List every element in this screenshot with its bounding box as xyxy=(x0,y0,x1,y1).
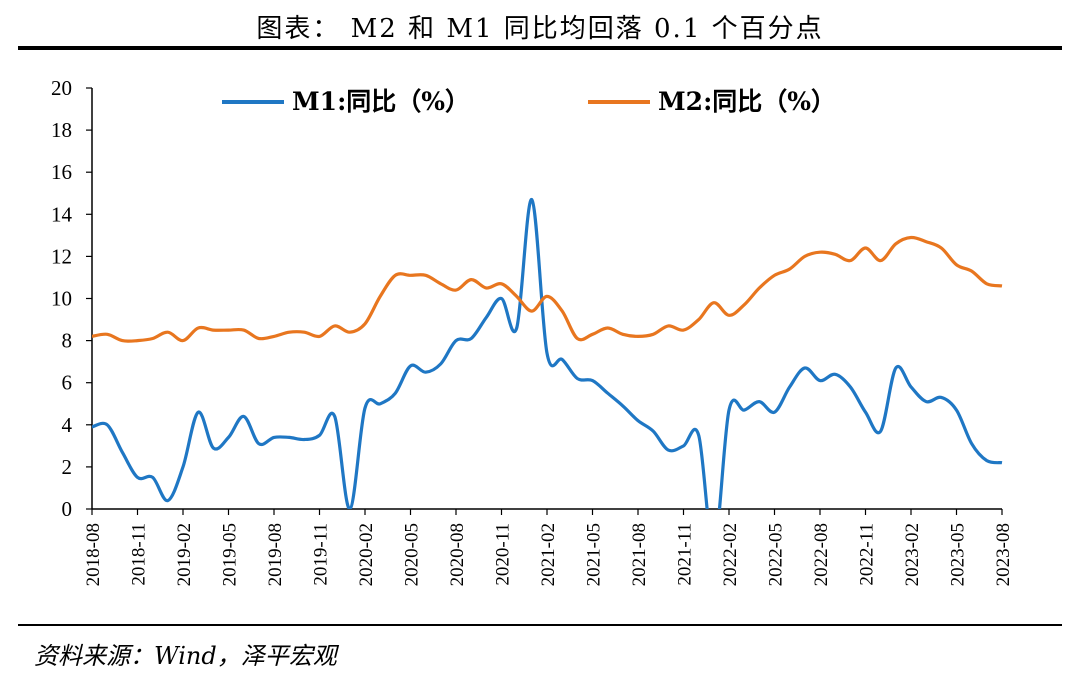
x-tick-label: 2023-08 xyxy=(993,523,1014,586)
x-tick-label: 2023-02 xyxy=(902,523,923,586)
chart-title: 图表： M2 和 M1 同比均回落 0.1 个百分点 xyxy=(256,14,824,44)
legend-label-m1: M1:同比（%） xyxy=(292,87,470,116)
x-tick-label: 2022-05 xyxy=(766,523,787,586)
x-tick-label: 2019-11 xyxy=(311,523,332,586)
bottom-rule xyxy=(18,624,1062,626)
x-tick-label: 2023-05 xyxy=(948,523,969,586)
y-tick-label: 16 xyxy=(51,160,72,184)
series-line-m2 xyxy=(92,235,1003,343)
y-tick-label: 10 xyxy=(51,287,72,311)
x-tick-label: 2020-02 xyxy=(356,523,377,586)
y-tick-label: 4 xyxy=(62,413,73,437)
x-tick-label: 2022-11 xyxy=(857,523,878,586)
x-tick-label: 2020-08 xyxy=(447,523,468,586)
x-tick-label: 2021-11 xyxy=(675,523,696,586)
series-line-m1 xyxy=(92,197,1003,509)
x-tick-label: 2019-02 xyxy=(174,523,195,586)
y-tick-label: 0 xyxy=(62,497,73,521)
series-lines xyxy=(92,197,1003,509)
y-tick-label: 20 xyxy=(51,76,72,100)
y-axis-ticks: 0 2 4 6 8 10 12 14 16 18 20 xyxy=(51,76,92,521)
x-tick-label: 2020-11 xyxy=(493,523,514,586)
y-tick-label: 6 xyxy=(62,371,73,395)
legend-label-m2: M2:同比（%） xyxy=(658,87,836,116)
source-note: 资料来源：Wind，泽平宏观 xyxy=(34,642,337,670)
x-tick-label: 2022-02 xyxy=(720,523,741,586)
y-tick-label: 14 xyxy=(51,202,73,226)
x-axis-ticks: 2018-08 2018-11 2019-02 2019-05 2019-08 2019-… xyxy=(83,509,1014,586)
chart-axes xyxy=(91,88,1002,510)
x-tick-label: 2020-05 xyxy=(402,523,423,586)
x-tick-label: 2019-05 xyxy=(220,523,241,586)
x-tick-label: 2021-02 xyxy=(538,523,559,586)
x-tick-label: 2022-08 xyxy=(811,523,832,586)
x-tick-label: 2018-08 xyxy=(83,523,104,586)
y-tick-label: 12 xyxy=(51,244,72,268)
x-tick-label: 2021-08 xyxy=(629,523,650,586)
y-tick-label: 8 xyxy=(62,329,73,353)
x-tick-label: 2019-08 xyxy=(265,523,286,586)
x-tick-label: 2021-05 xyxy=(584,523,605,586)
top-rule xyxy=(18,46,1062,50)
x-tick-label: 2018-11 xyxy=(129,523,150,586)
y-tick-label: 2 xyxy=(62,455,73,479)
y-tick-label: 18 xyxy=(51,118,72,142)
legend: M1:同比（%） M2:同比（%） xyxy=(222,87,836,116)
